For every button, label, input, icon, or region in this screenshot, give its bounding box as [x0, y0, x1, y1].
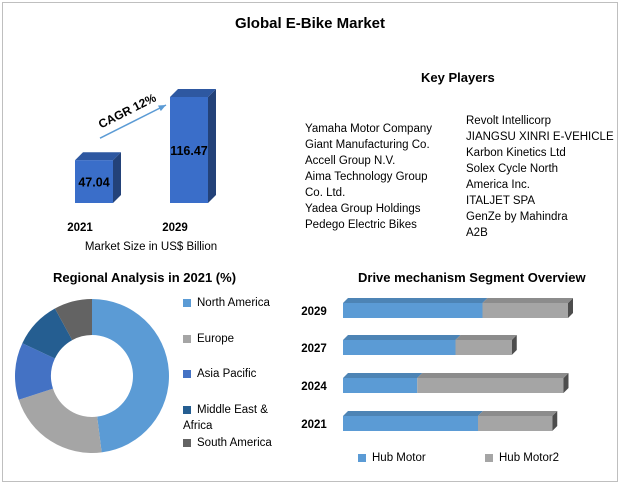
- legend-asia-pacific: Asia Pacific: [183, 368, 256, 380]
- bar-side: [511, 335, 517, 355]
- year-label: 2029: [301, 306, 327, 318]
- player-name: Pedego Electric Bikes: [305, 219, 417, 231]
- player-name: Revolt Intellicorp: [466, 115, 552, 127]
- legend-north-america: North America: [183, 297, 270, 309]
- bar-side: [113, 152, 121, 203]
- donut-slice: [14, 343, 55, 400]
- bar-side: [568, 298, 573, 318]
- donut-slice: [18, 388, 102, 453]
- cagr-arrow-head: [158, 105, 166, 112]
- bar-top: [478, 411, 558, 416]
- donut-slice: [22, 308, 73, 359]
- legend-swatch: [485, 453, 493, 462]
- player-name: America Inc.: [466, 179, 530, 191]
- bar-top: [417, 373, 569, 378]
- page-title: Global E-Bike Market: [234, 15, 386, 32]
- bar-top: [170, 89, 216, 97]
- bar-value-label: 47.04: [78, 176, 109, 190]
- year-label: 2027: [301, 343, 327, 355]
- bar-side: [552, 411, 558, 431]
- legend-label: Hub Motor: [372, 452, 426, 464]
- legend-hub-motor2: Hub Motor2: [485, 452, 559, 464]
- legend-swatch: [183, 405, 191, 414]
- drive-heading: Drive mechanism Segment Overview: [358, 270, 586, 285]
- hub-motor2-bar: [478, 416, 553, 431]
- bar-side: [208, 89, 216, 203]
- player-name: Yadea Group Holdings: [305, 203, 421, 215]
- market-bar: [170, 97, 208, 203]
- key-players-column-1: Yamaha Motor Company Giant Manufacturing…: [305, 121, 432, 233]
- player-name: Giant Manufacturing Co.: [305, 139, 430, 151]
- legend-label: Europe: [197, 333, 235, 345]
- legend-swatch: [183, 334, 191, 343]
- legend-europe: Europe: [183, 333, 234, 345]
- legend-label: Middle East & Africa: [183, 404, 268, 432]
- key-players-heading: Key Players: [421, 70, 495, 85]
- key-players-column-2: Revolt Intellicorp JIANGSU XINRI E-VEHIC…: [466, 113, 614, 241]
- legend-south-america: South America: [183, 437, 272, 449]
- player-name: GenZe by Mahindra: [466, 211, 568, 223]
- player-name: Yamaha Motor Company: [305, 123, 432, 135]
- bar-value-label: 116.47: [170, 144, 208, 158]
- player-name: A2B: [466, 227, 488, 239]
- player-name: Karbon Kinetics Ltd: [466, 147, 566, 159]
- hub-motor2-bar: [482, 303, 568, 318]
- bar-top: [482, 298, 573, 303]
- donut-slice: [92, 299, 169, 453]
- legend-middle-east-africa: Middle East & Africa: [183, 402, 273, 434]
- hub-motor2-bar: [417, 378, 564, 393]
- player-name: Aima Technology Group: [305, 171, 428, 183]
- bar-top: [343, 373, 423, 378]
- bar-top: [343, 411, 483, 416]
- year-label: 2021: [301, 419, 327, 431]
- hub-motor-bar: [343, 303, 483, 318]
- legend-label: Asia Pacific: [197, 368, 257, 380]
- market-size-caption: Market Size in US$ Billion: [85, 241, 217, 253]
- bar-top: [75, 152, 121, 161]
- charts-canvas: 47.04 2021 116.47 2029 Market Size in US$ Bi…: [14, 89, 573, 453]
- legend-label: Hub Motor2: [499, 452, 560, 464]
- bar-top: [343, 335, 461, 340]
- player-name: JIANGSU XINRI E-VEHICLE: [466, 131, 614, 143]
- legend-hub-motor: Hub Motor: [358, 452, 426, 464]
- bar-top: [343, 298, 488, 303]
- hub-motor-bar: [343, 416, 478, 431]
- regional-heading: Regional Analysis in 2021 (%): [53, 270, 237, 285]
- player-name: Accell Group N.V.: [305, 155, 396, 167]
- hub-motor2-bar: [455, 340, 512, 355]
- infographic-frame: Global E-Bike Market 47.04 2021 116.47 2029…: [2, 2, 618, 482]
- player-name: ITALJET SPA: [466, 195, 536, 207]
- market-bar: [75, 160, 113, 203]
- legend-label: North America: [197, 297, 270, 309]
- player-name: Solex Cycle North: [466, 163, 559, 175]
- legend-swatch: [358, 453, 366, 462]
- cagr-arrow-line: [99, 104, 167, 139]
- legend-swatch: [183, 438, 191, 447]
- hub-motor-bar: [343, 340, 456, 355]
- player-name: Co. Ltd.: [305, 187, 346, 199]
- legend-swatch: [183, 298, 191, 307]
- bar-top: [455, 335, 517, 340]
- year-label: 2024: [301, 381, 327, 393]
- legend-label: South America: [197, 437, 272, 449]
- bar-category-label: 2021: [67, 222, 93, 234]
- bar-category-label: 2029: [162, 222, 188, 234]
- hub-motor-bar: [343, 378, 418, 393]
- legend-swatch: [183, 369, 191, 378]
- donut-slice: [54, 299, 92, 341]
- bar-side: [563, 373, 569, 393]
